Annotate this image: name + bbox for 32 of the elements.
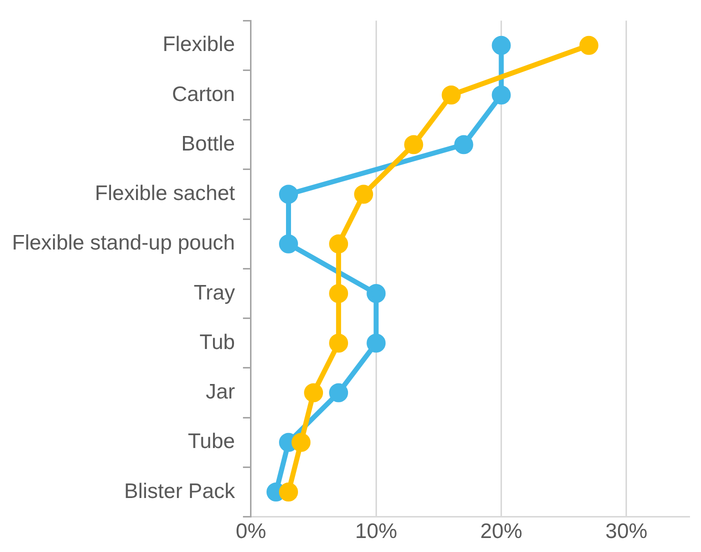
y-tick-label: Jar [206, 380, 235, 404]
y-tick-label: Carton [172, 82, 235, 106]
point [579, 36, 598, 55]
y-tick-label: Tray [194, 281, 236, 304]
y-tick-label: Flexible stand-up pouch [12, 232, 235, 255]
y-tick-label: Flexible sachet [94, 182, 236, 206]
y-tick-label: Tube [188, 430, 235, 454]
point [354, 184, 374, 204]
point [366, 284, 386, 304]
y-tick-label: Tub [200, 330, 235, 354]
point [279, 184, 298, 204]
y-tick-label: Blister Pack [124, 480, 236, 503]
point [492, 86, 511, 105]
point [329, 284, 348, 304]
point [329, 334, 348, 353]
point [329, 234, 348, 254]
point [442, 86, 461, 105]
point [329, 383, 348, 402]
y-tick-label: Flexible [162, 33, 235, 56]
y-tick-label: Bottle [181, 132, 235, 156]
point [454, 135, 474, 154]
point [304, 383, 324, 402]
point [404, 135, 424, 154]
x-tick-label: 30% [605, 520, 648, 544]
x-tick-label: 0% [236, 520, 266, 544]
point [279, 482, 298, 502]
point [492, 36, 511, 55]
x-tick-label: 10% [355, 520, 398, 544]
point [366, 334, 386, 353]
x-tick-label: 20% [480, 520, 522, 544]
point [292, 432, 311, 452]
point [279, 234, 298, 254]
